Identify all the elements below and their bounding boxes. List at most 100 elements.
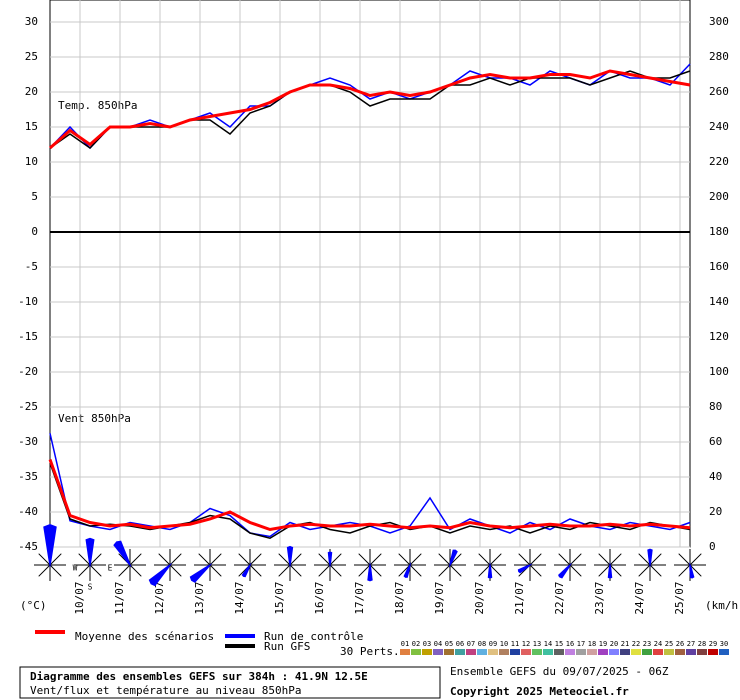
pert-label: 17 bbox=[577, 640, 585, 648]
x-tick-label: 17/07 bbox=[353, 581, 366, 614]
rose-spoke bbox=[358, 553, 371, 566]
pert-chip bbox=[587, 649, 597, 655]
x-tick-label: 12/07 bbox=[153, 581, 166, 614]
x-tick-label: 19/07 bbox=[433, 581, 446, 614]
rose-spoke bbox=[209, 553, 222, 566]
pert-label: 26 bbox=[676, 640, 684, 648]
pert-chip bbox=[466, 649, 476, 655]
rose-blob bbox=[647, 548, 653, 568]
rose-spoke bbox=[518, 553, 531, 566]
rose-spoke bbox=[249, 553, 262, 566]
rose-blob bbox=[607, 562, 613, 579]
y2-tick-label: 20 bbox=[709, 505, 722, 518]
rose-spoke bbox=[678, 564, 691, 577]
rose-blob bbox=[85, 537, 95, 568]
pert-label: 05 bbox=[445, 640, 453, 648]
y2-tick-label: 140 bbox=[709, 295, 729, 308]
rose-spoke bbox=[278, 564, 291, 577]
x-tick-label: 18/07 bbox=[393, 581, 406, 614]
rose-spoke bbox=[689, 553, 702, 566]
rose-spoke bbox=[89, 564, 102, 577]
rose-spoke bbox=[529, 553, 542, 566]
footer-subtitle: Vent/flux et température au niveau 850hP… bbox=[30, 684, 302, 697]
x-tick-label: 10/07 bbox=[73, 581, 86, 614]
rose-spoke bbox=[289, 553, 302, 566]
rose-spoke bbox=[478, 564, 491, 577]
x-tick-label: 15/07 bbox=[273, 581, 286, 614]
y2-tick-label: 100 bbox=[709, 365, 729, 378]
rose-blob bbox=[241, 562, 252, 578]
pert-label: 29 bbox=[709, 640, 717, 648]
y2-tick-label: 280 bbox=[709, 50, 729, 63]
rose-spoke bbox=[158, 553, 171, 566]
rose-blob bbox=[517, 563, 533, 574]
x-tick-label: 22/07 bbox=[553, 581, 566, 614]
pert-chip bbox=[422, 649, 432, 655]
rose-blob bbox=[448, 549, 458, 568]
y2-tick-label: 200 bbox=[709, 190, 729, 203]
pert-chip bbox=[400, 649, 410, 655]
y-tick-label: -40 bbox=[18, 505, 38, 518]
pert-chip bbox=[444, 649, 454, 655]
pert-chip bbox=[510, 649, 520, 655]
rose-spoke bbox=[169, 564, 182, 577]
pert-chip bbox=[719, 649, 729, 655]
x-tick-label: 24/07 bbox=[633, 581, 646, 614]
y-tick-label: 10 bbox=[25, 155, 38, 168]
pert-label: 30 bbox=[720, 640, 728, 648]
y2-tick-label: 80 bbox=[709, 400, 722, 413]
pert-chip bbox=[675, 649, 685, 655]
rose-blob bbox=[189, 563, 213, 583]
y-tick-label: -5 bbox=[25, 260, 38, 273]
y-tick-label: 30 bbox=[25, 15, 38, 28]
pert-chip bbox=[554, 649, 564, 655]
rose-spoke bbox=[89, 553, 102, 566]
x-tick-label: 25/07 bbox=[673, 581, 686, 614]
footer-title: Diagramme des ensembles GEFS sur 384h : … bbox=[30, 670, 368, 683]
y-unit: (°C) bbox=[20, 599, 47, 612]
pert-chip bbox=[664, 649, 674, 655]
y2-tick-label: 240 bbox=[709, 120, 729, 133]
rose-spoke bbox=[129, 553, 142, 566]
x-tick-label: 21/07 bbox=[513, 581, 526, 614]
rose-blob bbox=[403, 562, 412, 578]
y2-unit: (km/h) bbox=[705, 599, 740, 612]
rose-spoke bbox=[369, 553, 382, 566]
y-tick-label: 20 bbox=[25, 85, 38, 98]
x-tick-label: 13/07 bbox=[193, 581, 206, 614]
y-tick-label: -20 bbox=[18, 365, 38, 378]
pert-chip bbox=[697, 649, 707, 655]
y2-tick-label: 220 bbox=[709, 155, 729, 168]
rose-spoke bbox=[238, 553, 251, 566]
x-tick-label: 20/07 bbox=[473, 581, 486, 614]
rose-spoke bbox=[278, 553, 291, 566]
y2-tick-label: 40 bbox=[709, 470, 722, 483]
rose-spoke bbox=[558, 553, 571, 566]
pert-chip bbox=[565, 649, 575, 655]
rose-blob bbox=[113, 540, 132, 568]
rose-blob bbox=[286, 545, 294, 568]
rose-spoke bbox=[609, 553, 622, 566]
rose-spoke bbox=[609, 564, 622, 577]
rose-spoke bbox=[78, 564, 91, 577]
rose-spoke bbox=[398, 553, 411, 566]
y2-tick-label: 180 bbox=[709, 225, 729, 238]
pert-chip bbox=[532, 649, 542, 655]
rose-spoke bbox=[569, 553, 582, 566]
x-tick-label: 14/07 bbox=[233, 581, 246, 614]
rose-blob bbox=[43, 524, 57, 568]
x-tick-label: 16/07 bbox=[313, 581, 326, 614]
y-tick-label: -45 bbox=[18, 540, 38, 553]
pert-chip bbox=[653, 649, 663, 655]
series-line bbox=[49, 70, 691, 149]
y-tick-label: -10 bbox=[18, 295, 38, 308]
rose-spoke bbox=[438, 564, 451, 577]
rose-spoke bbox=[38, 564, 51, 577]
pert-label: 02 bbox=[412, 640, 420, 648]
pert-label: 09 bbox=[489, 640, 497, 648]
rose-spoke bbox=[569, 564, 582, 577]
rose-spoke bbox=[649, 553, 662, 566]
rose-spoke bbox=[289, 564, 302, 577]
pert-chip bbox=[521, 649, 531, 655]
rose-spoke bbox=[49, 553, 62, 566]
